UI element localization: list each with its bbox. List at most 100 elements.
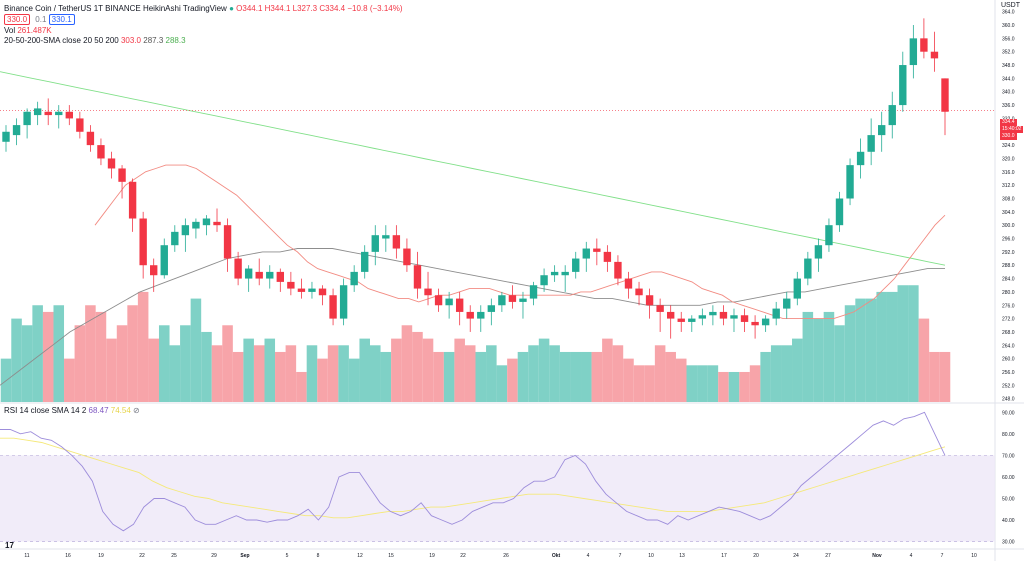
volume-bar — [275, 351, 286, 402]
ask-price-button[interactable]: 330.1 — [48, 14, 75, 25]
candle-body — [645, 295, 654, 306]
candle-body — [793, 278, 801, 299]
candle-body — [540, 275, 548, 286]
candle-body — [835, 198, 844, 226]
volume-bar — [665, 351, 676, 402]
volume-bar — [581, 351, 592, 402]
volume-bar — [348, 358, 360, 402]
volume-bar — [749, 365, 761, 402]
price-tick-label: 344.0 — [1002, 76, 1015, 82]
volume-bar — [865, 298, 877, 402]
candle-body — [434, 295, 443, 306]
rsi-tick-label: 60.00 — [1002, 475, 1015, 481]
candle-body — [804, 258, 812, 279]
time-tick-label: 15 — [388, 553, 394, 559]
volume-bar — [728, 371, 740, 402]
price-tick-label: 284.0 — [1002, 277, 1015, 283]
volume-bar — [475, 351, 487, 402]
currency-label[interactable]: USDT — [1000, 2, 1020, 9]
candle-body — [529, 285, 538, 299]
candle-body — [666, 311, 675, 319]
volume-bar — [697, 365, 708, 402]
rsi-sma-value: 74.54 — [110, 406, 131, 415]
candle-body — [329, 295, 337, 319]
price-tick-label: 312.0 — [1002, 183, 1015, 189]
sma50-line — [0, 248, 945, 386]
candle-body — [361, 251, 369, 272]
candle-body — [761, 318, 770, 326]
volume-bar — [802, 311, 814, 402]
candle-body — [12, 125, 21, 136]
volume-bar — [106, 338, 117, 402]
candle-body — [97, 145, 105, 159]
bid-price-button[interactable]: 330.0 — [4, 14, 31, 25]
candle-body — [487, 305, 496, 312]
candle-body — [139, 218, 147, 266]
time-tick-label: 7 — [941, 553, 944, 559]
volume-bar — [486, 345, 497, 402]
price-tick-label: 320.0 — [1002, 156, 1015, 162]
candle-body — [276, 271, 285, 282]
candle-body — [308, 288, 316, 292]
volume-bar — [127, 305, 138, 402]
volume-bar — [454, 338, 465, 402]
volume-bar — [433, 351, 444, 402]
volume-bar — [443, 351, 455, 402]
rsi-legend[interactable]: RSI 14 close SMA 14 2 68.47 74.54 ⊘ — [4, 405, 140, 416]
volume-bar — [232, 351, 244, 402]
volume-bar — [644, 365, 655, 402]
candle-body — [234, 258, 242, 279]
candle-body — [614, 261, 622, 279]
rsi-sma-line — [0, 437, 946, 519]
volume-bar — [327, 345, 339, 402]
candle-body — [783, 298, 791, 309]
candle-body — [751, 321, 759, 326]
volume-bar — [707, 365, 719, 402]
candle-body — [202, 218, 211, 226]
rsi-tick-label: 40.00 — [1002, 518, 1015, 524]
price-tick-label: 280.0 — [1002, 290, 1015, 296]
tradingview-logo[interactable]: 17 — [5, 541, 14, 550]
symbol-name[interactable]: Binance Coin / TetherUS — [4, 4, 92, 13]
volume-bar — [95, 311, 107, 402]
candle-body — [508, 295, 517, 302]
candle-body — [856, 151, 865, 166]
price-tick-label: 340.0 — [1002, 90, 1015, 96]
candle-body — [688, 318, 696, 322]
volume-legend[interactable]: Vol 261.487K — [4, 25, 52, 36]
sma-label: 20-50-200-SMA close 20 50 200 — [4, 36, 119, 45]
sma-legend[interactable]: 20-50-200-SMA close 20 50 200 303.0 287.… — [4, 35, 186, 46]
candle-body — [772, 308, 780, 319]
candle-body — [635, 288, 643, 296]
price-tick-label: 260.0 — [1002, 357, 1015, 363]
ohlc-readout: O344.1 H344.1 L327.3 C334.4 −10.8 (−3.14… — [236, 4, 403, 13]
sma200-line — [0, 71, 946, 266]
candle-body — [65, 111, 73, 119]
volume-bar — [834, 325, 845, 402]
volume-bar — [591, 351, 603, 402]
volume-bar — [770, 345, 782, 402]
volume-bar — [855, 298, 866, 402]
volume-bar — [243, 338, 254, 402]
candle-body — [33, 108, 42, 116]
time-tick-label: 8 — [317, 553, 320, 559]
time-tick-label: Okt — [552, 553, 561, 559]
interval-label[interactable]: 1T — [93, 4, 103, 13]
rsi-settings-icon[interactable]: ⊘ — [133, 406, 140, 415]
candle-body — [244, 268, 253, 279]
price-tick-label: 304.0 — [1002, 210, 1015, 216]
volume-bar — [201, 331, 212, 402]
chart-style-label: HeikinAshi — [142, 4, 181, 13]
volume-bar — [285, 345, 297, 402]
candle-body — [55, 111, 63, 116]
candle-body — [519, 298, 527, 302]
price-tick-label: 324.0 — [1002, 143, 1015, 149]
volume-bar — [939, 351, 951, 402]
candle-body — [445, 298, 453, 306]
volume-bar — [21, 325, 33, 402]
volume-bar — [549, 345, 560, 402]
price-tick-label: 336.0 — [1002, 103, 1015, 109]
volume-bar — [602, 338, 613, 402]
rsi-tick-label: 30.00 — [1002, 540, 1015, 546]
